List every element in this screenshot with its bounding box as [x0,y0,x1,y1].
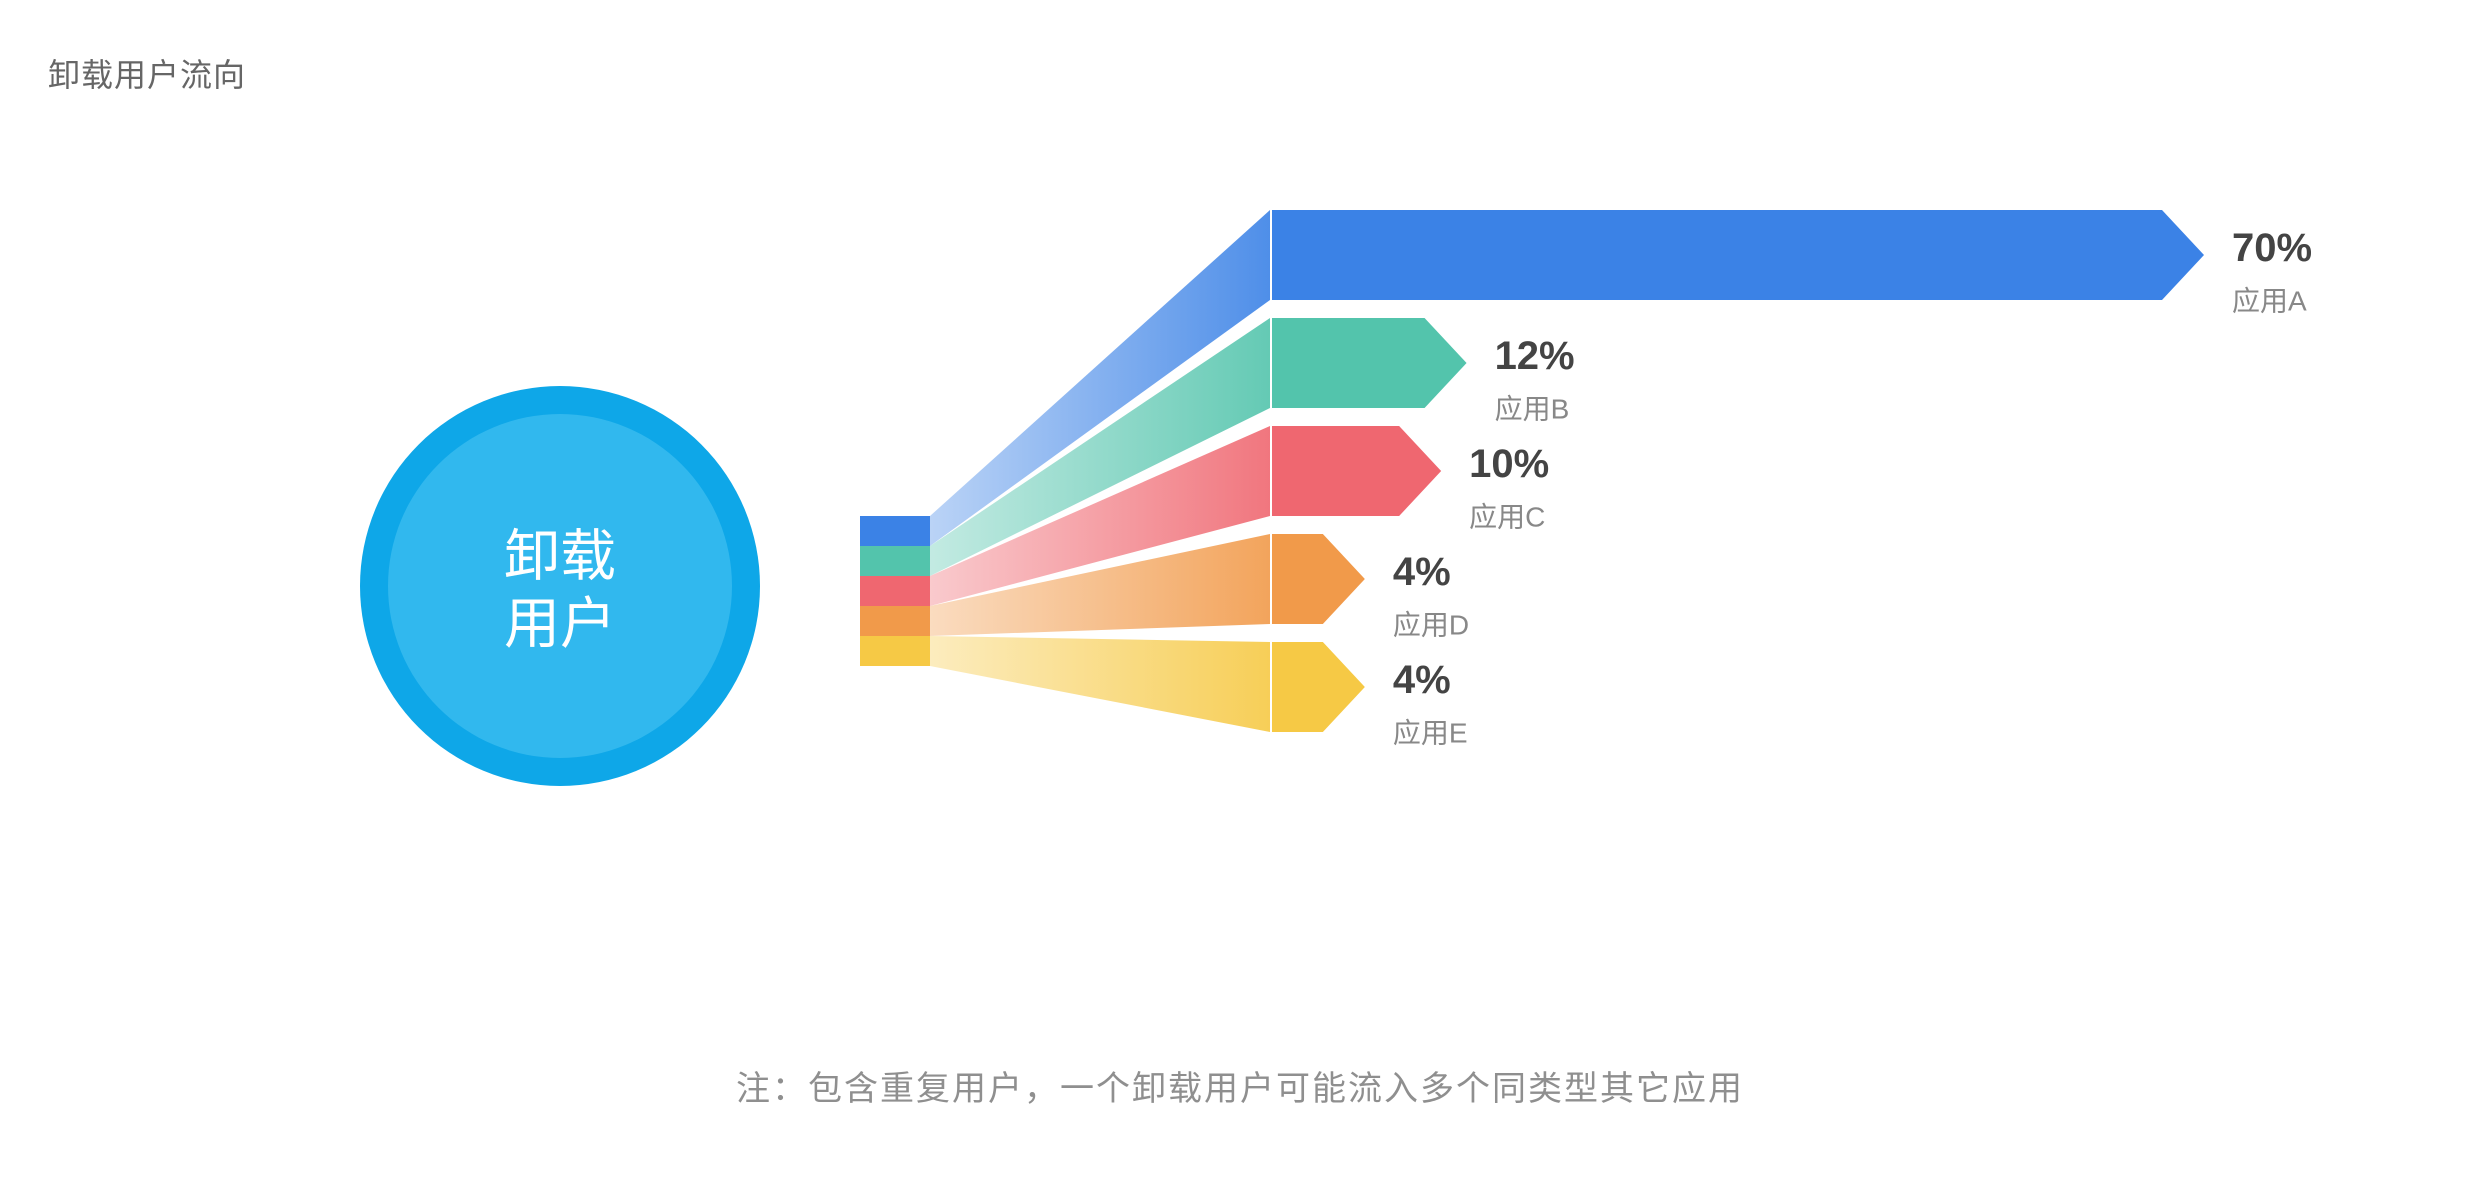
flow-bar [1272,210,2204,300]
flow-bar [1272,642,1365,732]
flow-stub [860,576,930,606]
flow-stub [860,546,930,576]
flow-percent-label: 70% [2232,226,2312,270]
flow-name-label: 应用B [1495,394,1570,425]
flow-percent-label: 12% [1495,334,1575,378]
source-label-line1: 卸载 [504,525,616,588]
source-label-line2: 用户 [504,592,616,655]
flow-bar [1272,534,1365,624]
flow-bar [1272,426,1441,516]
flow-name-label: 应用C [1469,502,1545,533]
flow-bar [1272,318,1467,408]
flow-percent-label: 10% [1469,442,1549,486]
flow-connector [930,636,1270,732]
flow-name-label: 应用E [1393,718,1468,749]
flow-name-label: 应用D [1393,610,1469,641]
flow-percent-label: 4% [1393,550,1451,594]
flow-stub [860,516,930,546]
footnote-text: 注：包含重复用户，一个卸载用户可能流入多个同类型其它应用 [736,1061,1744,1110]
flow-name-label: 应用A [2232,286,2307,317]
flow-stub [860,636,930,666]
flow-chart: 70% 应用A 12% 应用B 10% 应用C 4% 应用D 4% 应用E 卸载用户 [0,0,2480,1190]
flow-stub [860,606,930,636]
flow-percent-label: 4% [1393,658,1451,702]
